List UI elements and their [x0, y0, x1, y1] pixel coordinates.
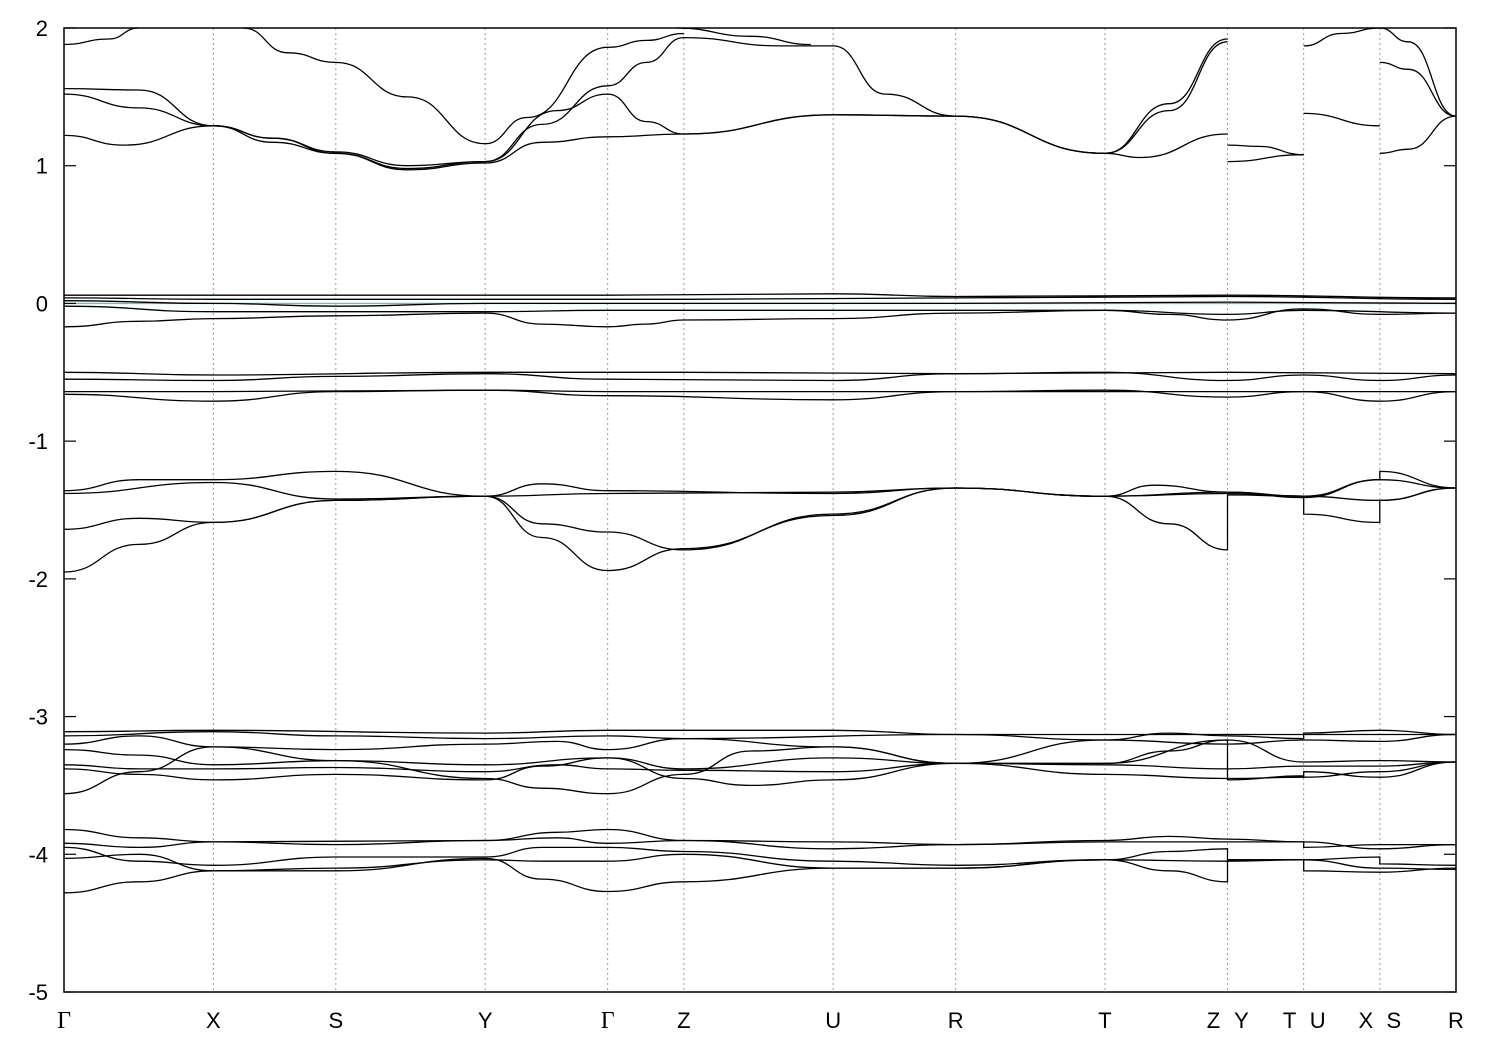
- plot-frame: [63, 27, 1457, 993]
- y-tick-label: 2: [36, 16, 48, 41]
- band-line-c2: [63, 41, 1228, 170]
- kpoint-label: Z: [677, 1008, 690, 1033]
- band-line-v0c: [63, 300, 1457, 307]
- band-line-c4: [63, 27, 139, 46]
- band-line-c1: [1303, 112, 1380, 127]
- band-line-v1a: [63, 371, 1457, 376]
- band-line-c1: [1379, 115, 1457, 154]
- kpoint-label: T: [1098, 1008, 1111, 1033]
- y-tick-label: 0: [36, 291, 48, 316]
- y-tick-label: -1: [28, 429, 48, 454]
- bands: [63, 27, 1457, 894]
- band-line-v2a: [63, 470, 1457, 497]
- band-line-c1: [1227, 154, 1304, 163]
- band-line-v0e: [63, 308, 1457, 328]
- kpoint-label: R: [1448, 1008, 1464, 1033]
- band-line-v4e: [63, 857, 1457, 894]
- kpoint-label: Γ: [57, 1008, 71, 1034]
- kpoint-label: X: [206, 1008, 221, 1033]
- kpoint-label: T: [1283, 1008, 1296, 1033]
- band-line-c2: [1227, 144, 1304, 156]
- band-line-v4b: [63, 837, 1457, 850]
- band-line-v0d: [63, 305, 1457, 316]
- band-line-c4: [243, 27, 684, 145]
- kpoint-label: U: [1310, 1008, 1326, 1033]
- band-line-v3b: [63, 729, 1457, 741]
- band-line-v3e: [63, 761, 1457, 773]
- band-line-c2: [1303, 27, 1380, 47]
- axes: [63, 27, 1457, 993]
- kpoint-label: U: [825, 1008, 841, 1033]
- band-line-v3d: [63, 739, 1457, 770]
- kpoint-label: X: [1358, 1008, 1373, 1033]
- band-line-v2b: [63, 481, 1457, 502]
- band-line-v1b: [63, 371, 1457, 382]
- band-line-v0a: [64, 293, 1457, 299]
- kpoint-gridlines: [212, 28, 1381, 992]
- band-line-v4c: [63, 846, 1457, 866]
- band-line-v0b: [63, 295, 1457, 300]
- kpoint-label: Γ: [601, 1008, 615, 1034]
- band-line-v1d: [63, 389, 1457, 402]
- band-line-v1c: [64, 389, 1456, 393]
- kpoint-label: S: [328, 1008, 343, 1033]
- kpoint-label: R: [948, 1008, 964, 1033]
- y-tick-label: -3: [28, 705, 48, 730]
- y-tick-label: 1: [36, 154, 48, 179]
- band-line-v3c: [63, 733, 1457, 765]
- kpoint-label: Y: [478, 1008, 493, 1033]
- kpoint-label: Y: [1234, 1008, 1249, 1033]
- band-line-v3g: [63, 739, 1457, 795]
- y-tick-labels: -5 -4 -3 -2 -1 0 1 2: [28, 16, 48, 1005]
- y-tick-label: -5: [28, 980, 48, 1005]
- band-line-c2: [1379, 61, 1457, 117]
- kpoint-label: S: [1386, 1008, 1401, 1033]
- band-line-c3: [1379, 27, 1457, 117]
- band-line-v3a: [63, 729, 1456, 736]
- y-tick-label: -4: [28, 842, 48, 867]
- kpoint-label: Z: [1207, 1008, 1220, 1033]
- y-tick-label: -2: [28, 567, 48, 592]
- band-line-c3: [63, 36, 1228, 167]
- band-line-v2d: [63, 487, 1457, 573]
- band-line-v4d: [63, 853, 1457, 872]
- band-line-c1: [63, 114, 1228, 171]
- band-line-c4: [676, 27, 811, 46]
